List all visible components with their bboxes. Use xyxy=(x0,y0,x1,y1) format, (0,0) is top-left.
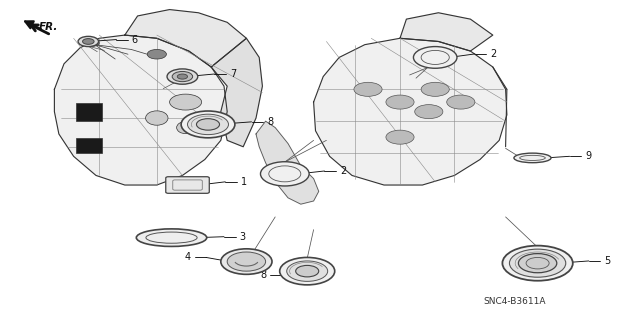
Circle shape xyxy=(447,95,475,109)
Circle shape xyxy=(502,246,573,281)
Circle shape xyxy=(354,82,382,96)
Polygon shape xyxy=(400,13,493,51)
Text: FR.: FR. xyxy=(38,22,58,32)
Text: 8: 8 xyxy=(260,270,266,280)
Circle shape xyxy=(287,261,328,281)
Polygon shape xyxy=(125,10,246,67)
Text: 6: 6 xyxy=(132,34,138,45)
Text: 2: 2 xyxy=(340,166,346,176)
Ellipse shape xyxy=(146,111,168,125)
Polygon shape xyxy=(256,121,319,204)
Circle shape xyxy=(421,82,449,96)
Circle shape xyxy=(518,254,557,273)
Circle shape xyxy=(196,119,220,130)
Circle shape xyxy=(260,162,309,186)
Ellipse shape xyxy=(514,153,551,163)
Text: 1: 1 xyxy=(241,177,247,187)
Text: SNC4-B3611A: SNC4-B3611A xyxy=(483,297,546,306)
Circle shape xyxy=(221,249,272,274)
Circle shape xyxy=(296,265,319,277)
Circle shape xyxy=(415,105,443,119)
Text: 4: 4 xyxy=(184,252,191,263)
Ellipse shape xyxy=(136,229,207,247)
Circle shape xyxy=(78,36,99,47)
Text: 3: 3 xyxy=(239,232,246,242)
Circle shape xyxy=(86,40,99,46)
Text: 7: 7 xyxy=(230,69,236,79)
Circle shape xyxy=(170,94,202,110)
Circle shape xyxy=(188,114,228,135)
Text: 5: 5 xyxy=(604,256,611,266)
Circle shape xyxy=(509,249,566,277)
Circle shape xyxy=(177,74,188,79)
Circle shape xyxy=(526,257,549,269)
Circle shape xyxy=(83,39,94,44)
Bar xyxy=(76,138,102,153)
Circle shape xyxy=(172,71,193,82)
Circle shape xyxy=(386,130,414,144)
Text: 8: 8 xyxy=(267,117,273,127)
Circle shape xyxy=(280,257,335,285)
Polygon shape xyxy=(211,38,262,147)
Polygon shape xyxy=(54,35,227,185)
Circle shape xyxy=(167,69,198,84)
Ellipse shape xyxy=(177,122,195,134)
Bar xyxy=(76,103,102,121)
Circle shape xyxy=(413,47,457,68)
Circle shape xyxy=(147,49,166,59)
FancyBboxPatch shape xyxy=(166,177,209,193)
Text: 2: 2 xyxy=(490,49,497,59)
Circle shape xyxy=(227,252,266,271)
Text: 9: 9 xyxy=(585,151,591,161)
Circle shape xyxy=(181,111,235,138)
Circle shape xyxy=(386,95,414,109)
Polygon shape xyxy=(314,38,507,185)
